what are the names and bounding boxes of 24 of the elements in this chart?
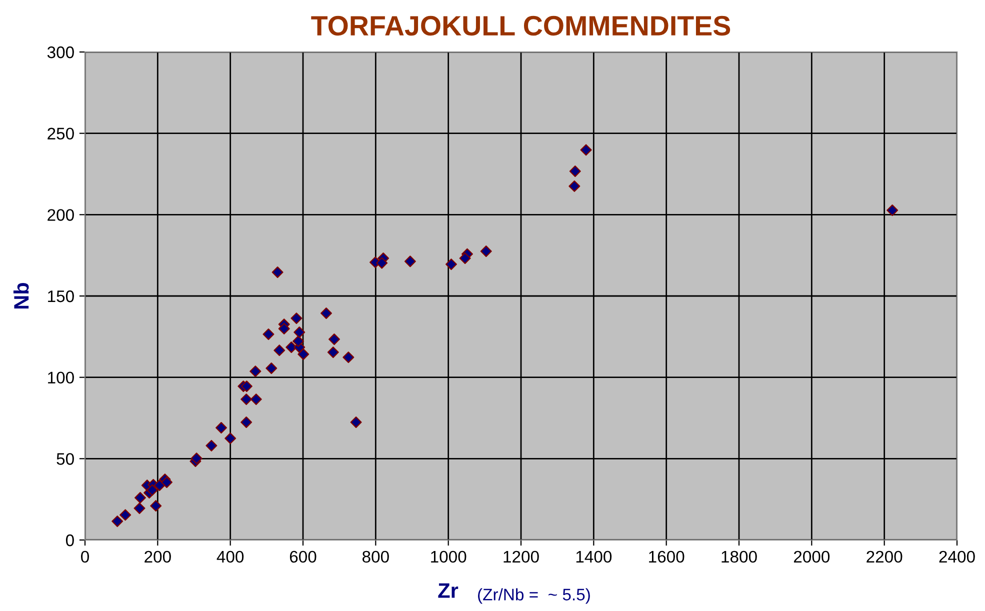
x-tick-label: 2400 bbox=[939, 550, 975, 563]
y-tick-label: 100 bbox=[48, 372, 74, 384]
x-tick-label: 1200 bbox=[504, 550, 539, 563]
y-tick-label: 300 bbox=[47, 46, 74, 58]
text: (Zr/Nb = ~ 5.5) bbox=[478, 588, 590, 604]
x-tick-label: 200 bbox=[144, 550, 171, 563]
y-tick-label: 200 bbox=[48, 209, 74, 221]
x-tick-label: 0 bbox=[81, 550, 89, 563]
x-axis-title: Zr bbox=[438, 583, 458, 598]
x-tick-label: 1000 bbox=[431, 550, 466, 563]
x-tick-label: 400 bbox=[216, 550, 244, 563]
y-tick-label: 50 bbox=[56, 453, 74, 465]
x-tick-label: 2200 bbox=[866, 550, 902, 563]
chart-title: TORFAJOKULL COMMENDITES bbox=[311, 16, 730, 36]
y-tick-label: 150 bbox=[48, 290, 74, 302]
x-tick-label: 1400 bbox=[576, 550, 612, 563]
y-tick-label: 0 bbox=[66, 534, 74, 546]
y-axis-title: Nb bbox=[13, 282, 29, 308]
x-tick-label: 1600 bbox=[649, 550, 684, 563]
x-tick-label: 800 bbox=[362, 550, 389, 563]
x-tick-label: 600 bbox=[290, 550, 316, 563]
x-tick-label: 2000 bbox=[794, 550, 830, 563]
y-tick-label: 250 bbox=[48, 128, 74, 140]
x-tick-label: 1800 bbox=[722, 550, 757, 563]
